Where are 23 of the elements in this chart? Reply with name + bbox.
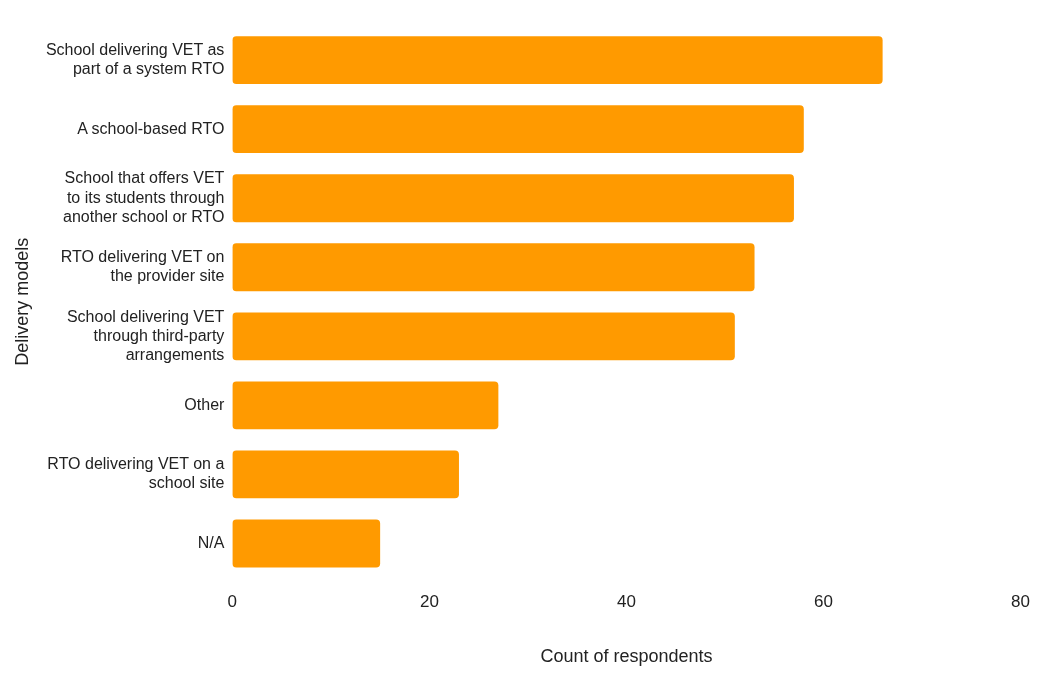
x-axis-title: Count of respondents [540, 646, 713, 667]
y-tick-label: School that offers VET to its students through another school or RTO [63, 169, 225, 225]
y-tick-label: RTO delivering VET on the provider site [60, 248, 225, 285]
bar [232, 36, 883, 85]
bar [232, 312, 735, 361]
y-tick-label: School delivering VET as part of a system RTO [45, 40, 225, 78]
y-tick-label: N/A [197, 533, 225, 551]
y-tick-label: RTO delivering VET on a school site [47, 455, 225, 492]
bar [232, 381, 499, 430]
x-tick-label: 0 [227, 591, 238, 611]
y-tick-label: Other [184, 395, 226, 413]
x-tick-label: 80 [1011, 591, 1031, 611]
bar [232, 174, 794, 223]
bar [232, 450, 459, 499]
y-tick-label: A school-based RTO [77, 119, 225, 137]
x-tick-label: 60 [814, 591, 833, 611]
bar [232, 519, 381, 568]
bar [232, 243, 755, 292]
y-tick-label: School delivering VET through third-party arrangements [66, 307, 225, 363]
y-axis-title: Delivery models [11, 237, 32, 366]
x-tick-label: 40 [616, 591, 636, 611]
bar [232, 105, 804, 154]
x-tick-label: 20 [419, 591, 439, 611]
